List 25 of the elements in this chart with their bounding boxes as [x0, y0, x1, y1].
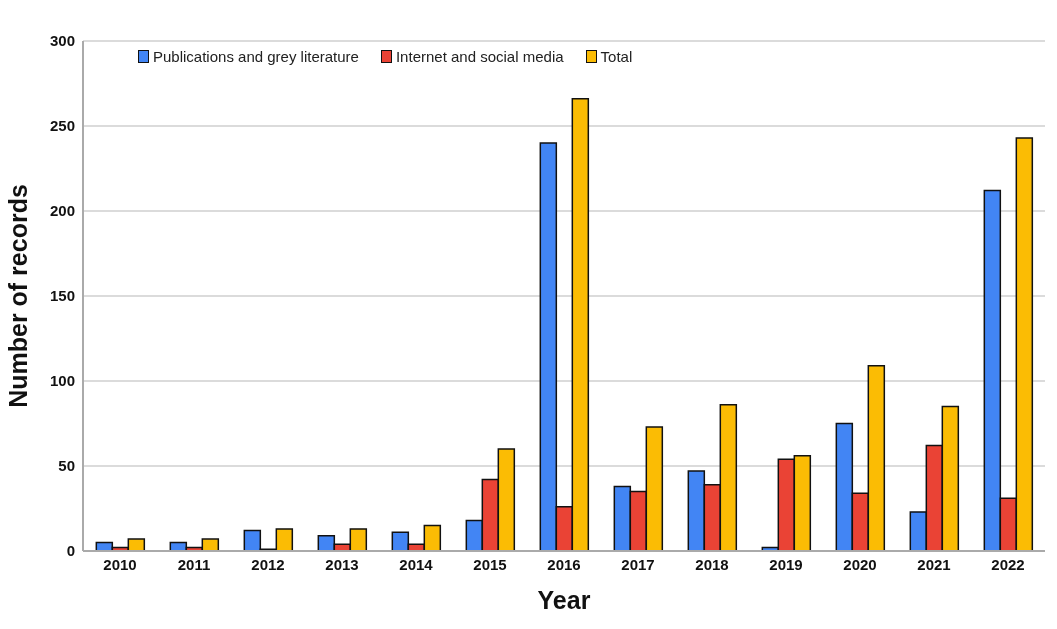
x-tick-label: 2015: [473, 555, 507, 573]
x-axis-title: Year: [537, 586, 591, 614]
y-tick-label: 250: [49, 117, 75, 135]
y-tick-label: 200: [49, 202, 75, 220]
x-tick-label: 2014: [399, 555, 434, 573]
y-tick-label: 100: [49, 372, 75, 390]
x-tick-label: 2012: [251, 555, 285, 573]
x-tick-label: 2022: [991, 555, 1025, 573]
x-tick-label: 2013: [325, 555, 359, 573]
legend-label: Publications and grey literature: [153, 48, 359, 65]
legend-label: Total: [600, 48, 633, 65]
y-tick-label: 300: [49, 32, 75, 50]
x-tick-label: 2010: [103, 555, 137, 573]
x-tick-label: 2020: [843, 555, 877, 573]
x-tick-label: 2019: [769, 555, 803, 573]
x-tick-label: 2016: [547, 555, 581, 573]
legend-label: Internet and social media: [395, 48, 564, 65]
x-tick-label: 2018: [695, 555, 729, 573]
y-axis-title: Number of records: [3, 184, 32, 408]
y-tick-label: 150: [49, 287, 75, 305]
y-tick-label: 50: [58, 457, 75, 475]
x-tick-label: 2017: [621, 555, 655, 573]
x-tick-label: 2011: [177, 555, 211, 573]
x-tick-label: 2021: [917, 555, 951, 573]
y-tick-label: 0: [66, 542, 75, 560]
